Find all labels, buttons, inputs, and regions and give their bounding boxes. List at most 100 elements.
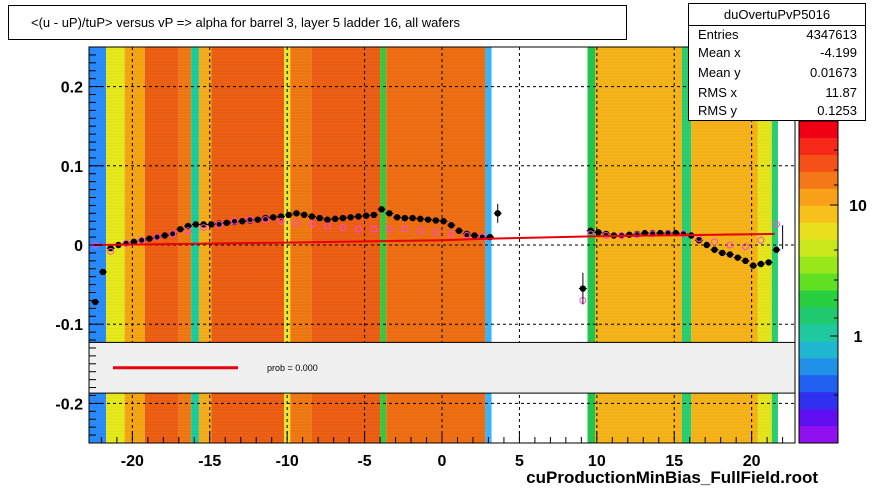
open-marker-point [416,227,424,235]
profile-point [703,241,710,249]
open-marker-point [385,225,393,233]
stats-row-entries: Entries 4347613 [698,27,857,45]
open-marker-point [772,220,780,228]
y-tick-label: 0 [74,238,83,255]
palette-swatch [799,121,838,139]
stats-label: RMS x [698,85,737,100]
profile-point [386,210,393,217]
profile-point [626,231,633,238]
profile-point [254,216,261,223]
profile-point [595,229,602,236]
profile-point [757,260,765,268]
x-tick-label: 15 [665,453,683,470]
palette-swatch [799,392,838,410]
profile-point [726,251,734,258]
profile-point [355,213,362,220]
stats-value: 4347613 [806,27,857,42]
stats-value: -4.199 [820,45,857,60]
open-marker-point [292,219,300,227]
profile-point [448,222,455,229]
profile-point [169,230,176,238]
legend-band: prob = 0.000 [88,341,796,394]
color-palette: 10 1 [798,120,867,444]
open-marker-point [138,236,146,244]
y-tick-label: 0.1 [61,159,83,176]
legend-label: prob = 0.000 [267,363,318,373]
stats-label: Mean x [698,45,741,60]
palette-swatch [799,307,838,325]
x-tick-label: -20 [121,453,144,470]
open-marker-point [757,236,765,244]
profile-point [192,221,200,228]
palette-swatch [799,426,838,444]
profile-point [99,268,107,276]
open-marker-point [339,224,347,232]
open-marker-point [215,220,223,228]
open-marker-point [354,225,362,233]
z-tick-label: 10 [849,198,867,215]
chart-title: <(u - uP)/tuP> versus vP => alpha for ba… [31,15,460,30]
palette-frame [798,120,839,444]
profile-point [324,216,331,223]
open-marker-point [447,230,455,238]
title-box: <(u - uP)/tuP> versus vP => alpha for ba… [8,5,627,40]
profile-point [138,237,145,244]
stats-value: 11.87 [825,85,857,100]
profile-point [347,214,354,221]
open-marker-point [262,216,269,224]
profile-point [417,215,424,223]
heatmap-column [191,47,199,443]
profile-point [409,214,416,222]
open-marker-point [323,222,331,230]
profile-point [719,249,726,257]
profile-point [401,214,409,222]
profile-point [308,213,316,220]
profile-point [362,212,370,219]
data-series [91,203,784,306]
open-marker-point [649,230,657,238]
open-marker-point [726,241,734,249]
profile-point [146,235,153,242]
profile-point [432,217,440,224]
open-marker-point [308,220,316,228]
profile-point [749,262,757,269]
profile-point [316,214,323,222]
open-marker-point [231,217,239,225]
palette-swatch [799,137,838,156]
open-marker-point [122,239,130,247]
open-marker-point [741,243,749,251]
profile-point [471,232,478,239]
open-marker-point [277,217,285,225]
profile-point [424,216,432,223]
profile-point [161,232,169,239]
open-marker-point [169,230,177,238]
profile-point [208,221,215,228]
open-marker-point [633,231,641,239]
palette-swatch [799,273,838,291]
profile-point [130,238,138,246]
palette-swatch [799,239,838,258]
x-tick-label: -5 [357,453,371,470]
profile-point [177,225,184,233]
z-tick-label: 1 [854,329,863,346]
axes: -20 -15 -10 -5 0 5 10 15 20 0.2 0.1 0 -0.1 -0.2 [55,54,784,470]
open-marker-point [710,238,718,246]
profile-point [153,233,161,241]
y-tick-label: -0.1 [55,317,83,334]
profile-point [695,237,703,244]
x-tick-label: -10 [276,453,299,470]
palette-swatch [799,341,838,359]
palette-swatch [799,290,838,308]
profile-point [293,210,300,217]
x-tick-label: 5 [515,453,524,470]
profile-point [339,214,347,222]
footer-filename: cuProductionMinBias_FullField.root [526,468,818,487]
stats-row-rms-y: RMS y 0.1253 [698,103,857,121]
profile-point [734,254,741,261]
profile-point [285,211,292,219]
open-marker-point [107,247,115,255]
x-tick-label: -15 [198,453,221,470]
profile-point [91,298,99,306]
palette-swatch [799,409,838,427]
profile-point [277,213,285,220]
